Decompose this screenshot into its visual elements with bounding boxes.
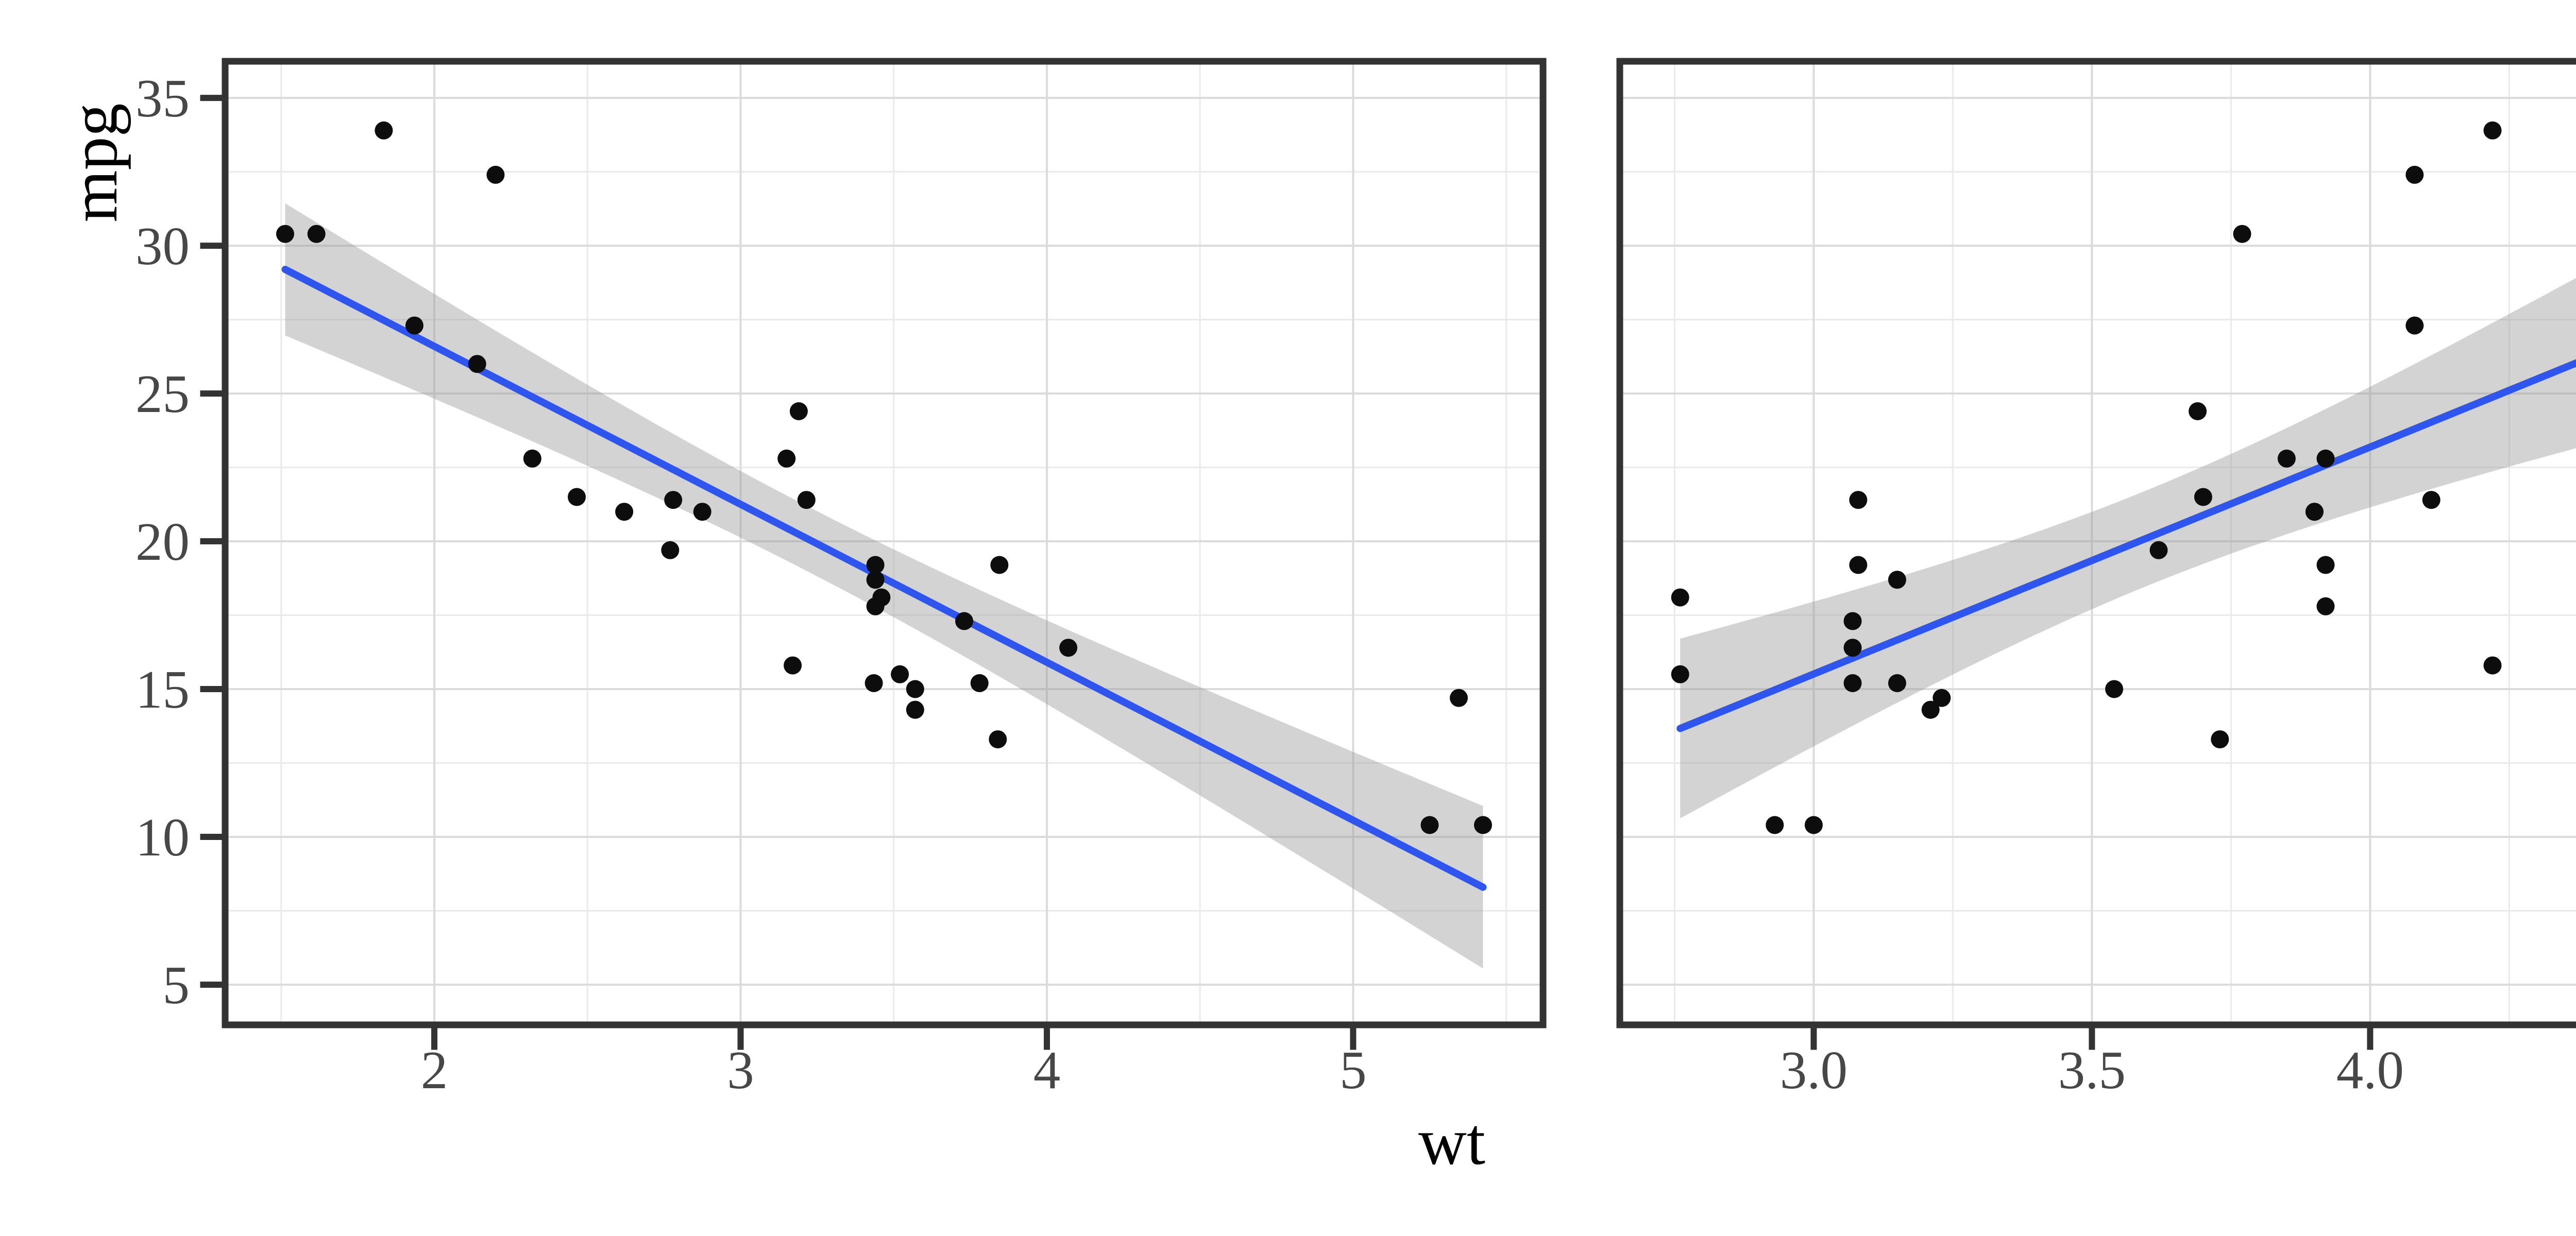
data-point (307, 225, 326, 243)
data-point (906, 700, 924, 719)
data-point (523, 449, 541, 468)
x-tick-label: 4.0 (2336, 1040, 2404, 1100)
data-point (1671, 665, 1689, 683)
data-point (2305, 503, 2324, 521)
data-point (777, 449, 796, 468)
data-point (486, 165, 505, 184)
data-point (866, 597, 885, 615)
y-tick-label: 35 (135, 68, 190, 128)
data-point (2194, 488, 2212, 506)
data-point (970, 674, 989, 692)
data-point (989, 730, 1007, 749)
data-point (2277, 449, 2296, 468)
data-point (2233, 225, 2251, 243)
x-tick-label: 5 (1340, 1040, 1367, 1100)
data-point (1843, 639, 1862, 657)
data-point (1933, 689, 1951, 707)
data-point (568, 488, 586, 506)
data-point (955, 612, 973, 630)
data-point (2483, 121, 2502, 140)
x-tick-label: 4 (1033, 1040, 1061, 1100)
panel-border (1616, 58, 2576, 1028)
data-point (1888, 571, 1906, 589)
data-point (866, 571, 885, 589)
data-point (906, 680, 924, 698)
panel-wt: 2 3 4 5 5 10 15 20 25 30 35 (135, 58, 1547, 1100)
data-point (1888, 674, 1906, 692)
y-tick-label: 10 (135, 807, 190, 867)
data-point (1921, 700, 1940, 719)
data-point (693, 503, 711, 521)
data-point (664, 491, 683, 509)
panel-border (222, 58, 1547, 1028)
data-point (468, 355, 486, 373)
data-point (405, 316, 423, 335)
x-tick-label: 2 (421, 1040, 448, 1100)
y-axis-title-mpg: mpg (57, 103, 131, 222)
data-point (2211, 730, 2229, 749)
data-point (2405, 316, 2424, 335)
y-tick-label: 15 (135, 659, 190, 719)
data-point (990, 556, 1009, 574)
y-tick-label: 25 (135, 364, 190, 424)
data-point (661, 541, 680, 559)
data-point (891, 665, 909, 683)
y-tick-label: 20 (135, 511, 190, 572)
data-point (2149, 541, 2168, 559)
confidence-ribbon (285, 203, 1483, 969)
data-point (797, 491, 816, 509)
x-tick-label: 3.0 (1780, 1040, 1848, 1100)
data-point (784, 656, 802, 675)
data-point (2422, 491, 2441, 509)
data-point (1849, 556, 1868, 574)
data-point (2316, 597, 2335, 615)
data-point (1059, 639, 1078, 657)
x-tick-label: 3.5 (2058, 1040, 2126, 1100)
x-axis-title-drat: drat (0, 1108, 2576, 1175)
data-point (2405, 165, 2424, 184)
data-point (375, 121, 393, 140)
data-point (1420, 816, 1439, 834)
data-point (1843, 612, 1862, 630)
data-point (865, 674, 883, 692)
data-point (2189, 402, 2207, 420)
y-tick-label: 30 (135, 216, 190, 276)
data-point (789, 402, 808, 420)
regression-line (1676, 359, 2576, 732)
y-tick-label: 5 (163, 955, 190, 1015)
x-axis-title-wt: wt (1418, 1105, 1485, 1179)
data-point (615, 503, 634, 521)
x-tick-label: 3 (727, 1040, 754, 1100)
data-point (1474, 816, 1492, 834)
data-point (1804, 816, 1823, 834)
data-point (2316, 449, 2335, 468)
data-point (866, 556, 885, 574)
data-point (2316, 556, 2335, 574)
data-point (1843, 674, 1862, 692)
panel-drat: 3.03.54.04.55.05101520253035 (1616, 58, 2576, 1100)
data-point (1671, 588, 1689, 607)
data-point (2483, 656, 2502, 675)
data-point (1849, 491, 1868, 509)
data-point (276, 225, 294, 243)
data-point (1450, 689, 1468, 707)
data-point (2105, 680, 2124, 698)
data-point (1766, 816, 1784, 834)
